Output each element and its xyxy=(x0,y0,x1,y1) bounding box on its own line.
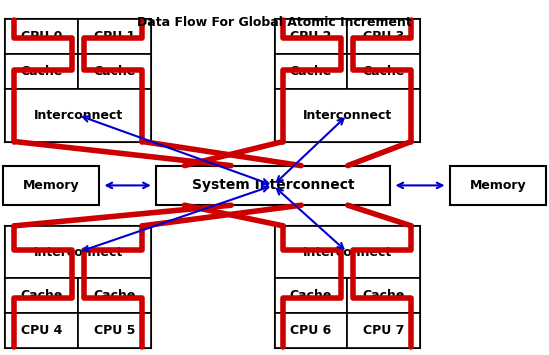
Bar xyxy=(79,313,151,348)
Text: Cache: Cache xyxy=(93,289,136,302)
Bar xyxy=(348,278,420,313)
Bar xyxy=(156,165,390,205)
Bar xyxy=(5,313,79,348)
Text: Cache: Cache xyxy=(362,289,405,302)
Text: CPU 0: CPU 0 xyxy=(21,30,63,43)
Bar xyxy=(274,278,348,313)
Text: System Interconnect: System Interconnect xyxy=(192,179,355,192)
Bar xyxy=(79,19,151,54)
Bar xyxy=(274,19,348,54)
Bar xyxy=(79,278,151,313)
Bar xyxy=(274,226,420,348)
Bar xyxy=(5,226,151,278)
Bar xyxy=(274,54,348,89)
Text: Cache: Cache xyxy=(93,65,136,78)
Bar xyxy=(348,313,420,348)
Text: CPU 5: CPU 5 xyxy=(94,324,135,337)
Text: Cache: Cache xyxy=(21,65,63,78)
Bar xyxy=(5,226,151,348)
Bar xyxy=(274,19,420,142)
Text: Interconnect: Interconnect xyxy=(33,109,123,122)
Bar xyxy=(348,54,420,89)
Text: Interconnect: Interconnect xyxy=(33,246,123,259)
Text: CPU 1: CPU 1 xyxy=(94,30,135,43)
Text: Memory: Memory xyxy=(23,179,79,192)
Text: Interconnect: Interconnect xyxy=(302,246,392,259)
Bar xyxy=(274,226,420,278)
Text: Cache: Cache xyxy=(21,289,63,302)
Bar xyxy=(274,313,348,348)
Text: CPU 2: CPU 2 xyxy=(290,30,332,43)
Bar xyxy=(3,165,99,205)
Bar xyxy=(79,54,151,89)
Text: Memory: Memory xyxy=(470,179,526,192)
Text: CPU 4: CPU 4 xyxy=(21,324,63,337)
Text: CPU 3: CPU 3 xyxy=(363,30,404,43)
Bar xyxy=(5,19,79,54)
Text: Cache: Cache xyxy=(362,65,405,78)
Bar xyxy=(450,165,546,205)
Bar xyxy=(5,89,151,142)
Bar xyxy=(274,89,420,142)
Text: Cache: Cache xyxy=(290,289,332,302)
Bar xyxy=(5,19,151,142)
Text: CPU 6: CPU 6 xyxy=(290,324,332,337)
Text: Data Flow For Global Atomic Increment: Data Flow For Global Atomic Increment xyxy=(137,16,412,29)
Bar xyxy=(5,278,79,313)
Bar xyxy=(348,19,420,54)
Text: Interconnect: Interconnect xyxy=(302,109,392,122)
Text: CPU 7: CPU 7 xyxy=(363,324,404,337)
Bar xyxy=(5,54,79,89)
Text: Cache: Cache xyxy=(290,65,332,78)
